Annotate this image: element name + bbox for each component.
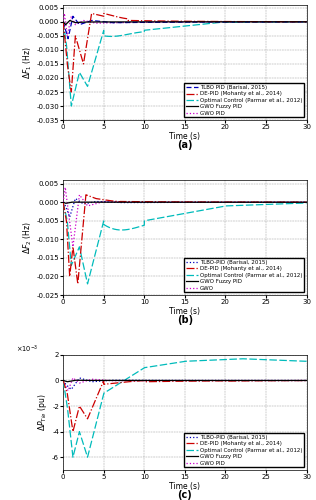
Legend: TLBO PID (Barisal, 2015), DE-PID (Mohanty et al., 2014), Optimal Control (Parmar: TLBO PID (Barisal, 2015), DE-PID (Mohant…	[184, 84, 304, 117]
X-axis label: Time (s): Time (s)	[169, 306, 200, 316]
Legend: TLBO-PID (Barisal, 2015), DE-PID (Mohanty et al., 2014), Optimal Control (Parmar: TLBO-PID (Barisal, 2015), DE-PID (Mohant…	[184, 258, 304, 292]
Text: (b): (b)	[177, 314, 193, 324]
Legend: TLBO-PID (Barisal, 2015), DE-PID (Mohanty et al., 2014), Optimal Control (Parmar: TLBO-PID (Barisal, 2015), DE-PID (Mohant…	[184, 434, 304, 467]
Y-axis label: $\Delta F_1$ (Hz): $\Delta F_1$ (Hz)	[21, 46, 33, 79]
Y-axis label: $\Delta P_{Tie}$ (pu): $\Delta P_{Tie}$ (pu)	[36, 394, 49, 431]
Text: $\times 10^{-3}$: $\times 10^{-3}$	[16, 344, 38, 355]
Y-axis label: $\Delta F_2$ (Hz): $\Delta F_2$ (Hz)	[21, 221, 33, 254]
Text: (a): (a)	[177, 140, 193, 149]
X-axis label: Time (s): Time (s)	[169, 482, 200, 490]
X-axis label: Time (s): Time (s)	[169, 132, 200, 140]
Text: (c): (c)	[178, 490, 192, 500]
